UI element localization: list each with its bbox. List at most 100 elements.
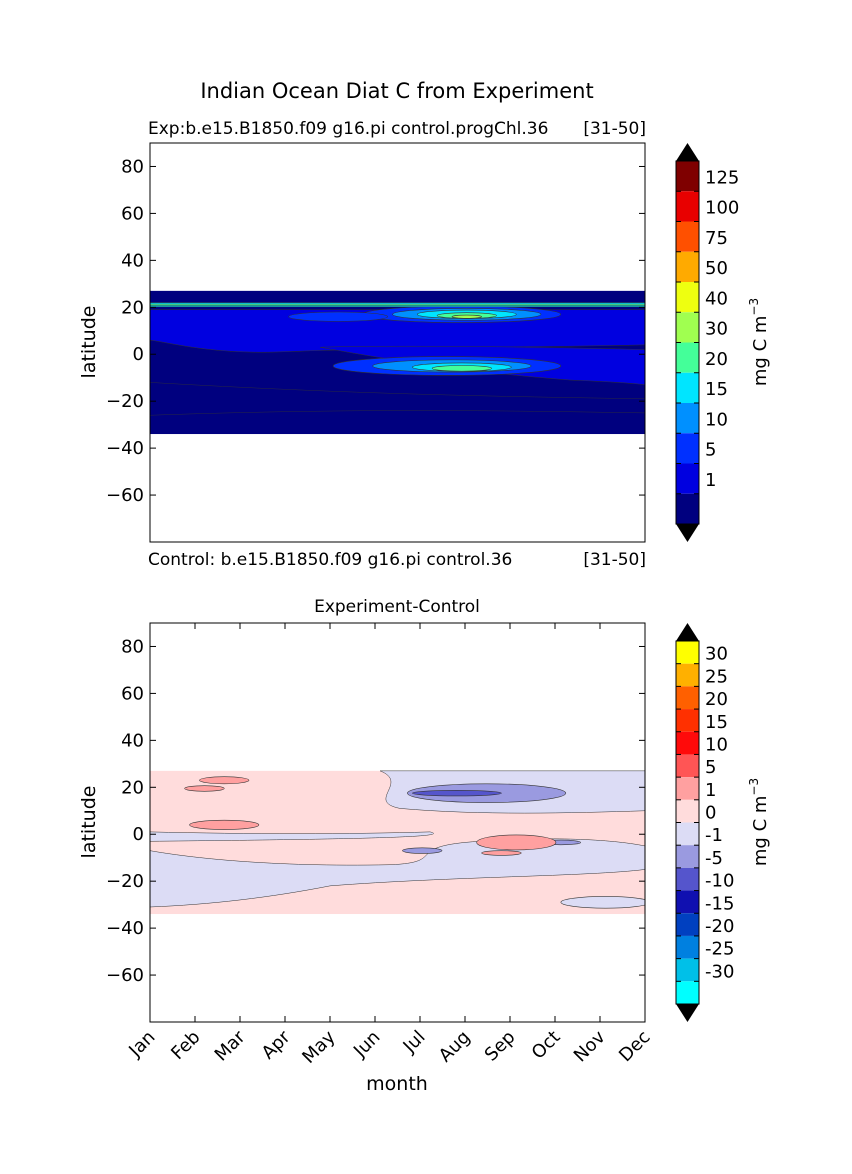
colorbar-swatch xyxy=(676,958,699,982)
colorbar-tick-label: -15 xyxy=(705,893,734,914)
bottom-axes-frame xyxy=(149,622,646,1023)
contour-level-5 xyxy=(288,311,388,322)
x-tick-label: Mar xyxy=(211,1026,250,1065)
x-tick-label: Nov xyxy=(570,1026,610,1066)
colorbar-tick-label: -25 xyxy=(705,939,734,960)
colorbar-swatch xyxy=(676,433,699,464)
colorbar-tick-label: 25 xyxy=(705,666,728,687)
contour-level-1 xyxy=(189,819,260,830)
colorbar-tick-label: -10 xyxy=(705,871,734,892)
x-tick-label: May xyxy=(298,1026,339,1067)
y-tick-label: 80 xyxy=(121,156,144,177)
x-tick-label: Jul xyxy=(399,1027,430,1058)
colorbar-swatch xyxy=(676,372,699,403)
x-tick-label: Oct xyxy=(528,1027,565,1064)
contour-level-neg1 xyxy=(560,896,645,909)
colorbar-swatch xyxy=(676,845,699,868)
colorbar-swatch xyxy=(676,890,699,914)
colorbar-extend-bottom xyxy=(676,524,699,542)
top-subtitle-left: Control: b.e15.B1850.f09 g16.pi control.… xyxy=(148,550,512,570)
bottom-colorbar-label: mg C m−3 xyxy=(747,778,771,866)
colorbar-swatch xyxy=(676,913,699,936)
colorbar-swatch xyxy=(676,641,699,664)
x-tick-label: Jun xyxy=(349,1027,384,1062)
colorbar-tick-label: 1 xyxy=(705,780,716,801)
colorbar-tick-label: 15 xyxy=(705,712,728,733)
colorbar-swatch xyxy=(676,686,699,710)
colorbar-tick-label: 50 xyxy=(705,258,728,279)
colorbar-swatch xyxy=(676,221,699,252)
y-tick-label: 40 xyxy=(121,250,144,271)
contour-level-neg5 xyxy=(402,847,443,854)
top-colorbar-label: mg C m−3 xyxy=(747,298,771,386)
contour-level-30 xyxy=(451,314,482,319)
top-contour-field xyxy=(150,290,645,435)
colorbar-swatch xyxy=(676,251,699,282)
x-tick-label: Aug xyxy=(435,1027,475,1067)
y-tick-label: 20 xyxy=(121,297,144,318)
y-tick-label: −20 xyxy=(106,391,144,412)
colorbar-tick-label: -20 xyxy=(705,916,734,937)
colorbar-swatch xyxy=(676,282,699,313)
colorbar-tick-label: 20 xyxy=(705,689,728,710)
x-tick-label: Apr xyxy=(258,1026,295,1063)
colorbar-swatch xyxy=(676,161,699,192)
colorbar-swatch xyxy=(676,867,699,891)
colorbar-tick-label: -5 xyxy=(705,848,723,869)
colorbar-swatch xyxy=(676,709,699,732)
colorbar-swatch xyxy=(676,191,699,222)
bottom-y-axis: 80 60 40 20 0 −20 −40 −60 xyxy=(106,636,645,986)
y-tick-label: 80 xyxy=(121,636,144,657)
colorbar-extend-top xyxy=(676,623,699,641)
contour-band-21n xyxy=(150,303,645,306)
y-tick-label: −60 xyxy=(106,965,144,986)
colorbar-swatch xyxy=(676,493,699,524)
colorbar-extend-bottom xyxy=(676,1004,699,1022)
colorbar-tick-label: 20 xyxy=(705,349,728,370)
colorbar-tick-label: 125 xyxy=(705,167,739,188)
colorbar-tick-label: 10 xyxy=(705,734,728,755)
colorbar-tick-label: 100 xyxy=(705,198,739,219)
contour-level-neg10 xyxy=(412,790,502,797)
colorbar-tick-label: 40 xyxy=(705,288,728,309)
colorbar-tick-label: 0 xyxy=(705,803,716,824)
contour-level-1 xyxy=(476,834,557,851)
colorbar-swatch xyxy=(676,731,699,755)
contour-level-1 xyxy=(481,850,522,856)
y-tick-label: −20 xyxy=(106,871,144,892)
contour-level-neg1 xyxy=(150,831,434,842)
bottom-xlabel: month xyxy=(366,1073,428,1095)
contour-level-1 xyxy=(199,776,250,785)
y-tick-label: −60 xyxy=(106,485,144,506)
colorbar-tick-label: 10 xyxy=(705,409,728,430)
top-axes-frame xyxy=(149,142,646,543)
colorbar-swatch xyxy=(676,799,699,823)
top-y-axis: 80 60 40 20 0 −20 −40 −60 xyxy=(106,156,645,506)
colorbar-tick-label: 1 xyxy=(705,470,716,491)
colorbar-tick-label: 15 xyxy=(705,379,728,400)
top-title-left: Exp:b.e15.B1850.f09 g16.pi control.progC… xyxy=(148,119,548,139)
y-tick-label: −40 xyxy=(106,438,144,459)
figure-suptitle: Indian Ocean Diat C from Experiment xyxy=(200,79,593,103)
y-tick-label: 40 xyxy=(121,730,144,751)
colorbar-swatch xyxy=(676,754,699,778)
colorbar-extend-top xyxy=(676,143,699,161)
colorbar-tick-label: 75 xyxy=(705,228,728,249)
colorbar-swatch xyxy=(676,777,699,800)
contour-level-neg1 xyxy=(150,838,645,908)
colorbar-tick-label: 30 xyxy=(705,319,728,340)
x-tick-label: Feb xyxy=(167,1027,204,1064)
colorbar-swatch xyxy=(676,463,699,494)
y-tick-label: 0 xyxy=(133,344,144,365)
colorbar-tick-label: 5 xyxy=(705,757,716,778)
colorbar-swatch xyxy=(676,663,699,687)
top-subtitle-right: [31-50] xyxy=(583,550,646,570)
bottom-panel: Experiment-Control 80 60 40 20 0 −20 −40 −60 Ja… xyxy=(78,597,771,1095)
colorbar-swatch xyxy=(676,981,699,1004)
colorbar-tick-label: -1 xyxy=(705,825,723,846)
contour-level-1 xyxy=(184,785,225,792)
top-title-right: [31-50] xyxy=(583,119,646,139)
